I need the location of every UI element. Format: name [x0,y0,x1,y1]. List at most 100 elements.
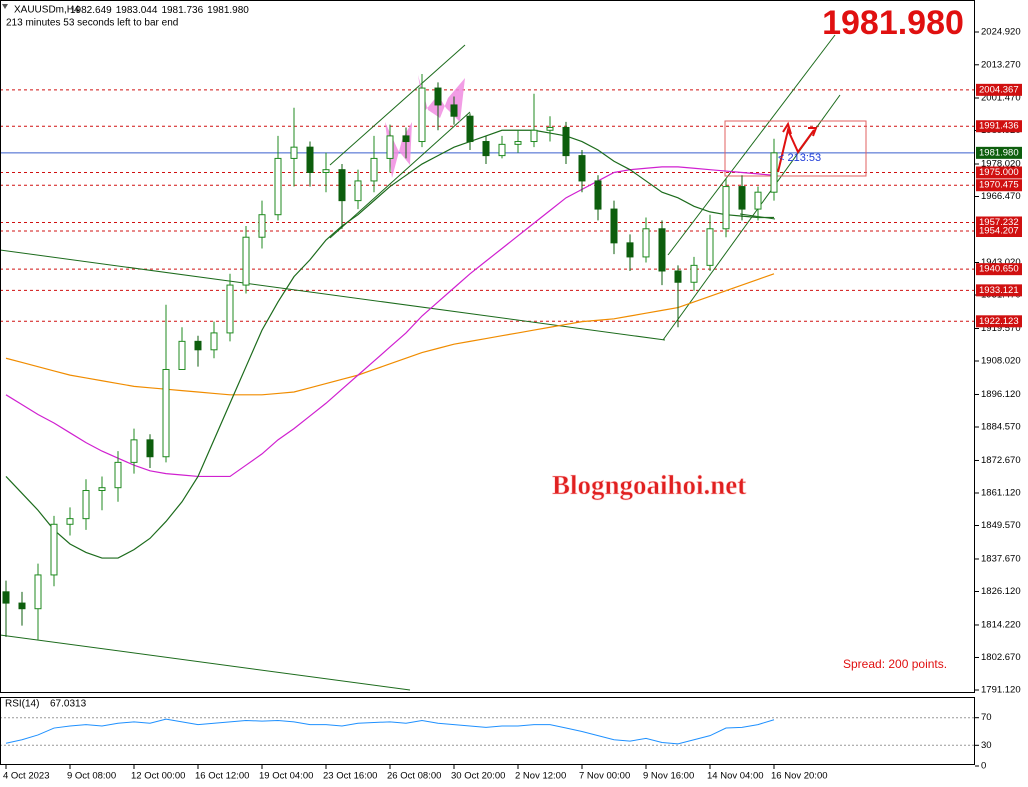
candle-body [18,602,26,610]
y-tick-label: 1814.220 [981,619,1021,630]
level-label-bg [976,315,1022,328]
y-tick-label: 1849.570 [981,520,1021,531]
candle-body [562,126,570,157]
candle-body [274,157,282,216]
candle-body [578,155,586,182]
x-tick-label: 2 Nov 12:00 [515,771,566,782]
candle-body [674,270,682,283]
candle-body [642,228,650,258]
candle-body [66,518,74,525]
candle-body [546,126,554,131]
candle-body [50,523,58,576]
zone-box [724,120,867,177]
chart-title: 1981.980 [822,4,964,42]
candle-body [146,439,154,458]
candle-body [418,87,426,143]
candle-body [226,284,234,334]
level-label: 1940.650 [979,264,1019,275]
candle-body [402,135,410,143]
rsi-label: RSI(14) [5,699,39,710]
x-tick-label: 9 Oct 08:00 [67,771,116,782]
x-tick-label: 9 Nov 16:00 [643,771,694,782]
candle-body [626,242,634,258]
y-tick-label: 2013.270 [981,59,1021,70]
level-label: 1981.980 [979,147,1019,158]
y-tick-label: 1896.120 [981,389,1021,400]
countdown-short: < 213:53 [778,152,821,164]
candle-body [386,135,394,159]
arrow-head [782,121,792,135]
rsi-line [5,718,775,745]
level-label: 1922.123 [979,316,1019,327]
candle-body [98,487,106,492]
candle-body [354,180,362,202]
candle-body [594,180,602,210]
level-label: 1957.232 [979,217,1019,228]
candle-body [338,169,346,202]
candle-body [690,264,698,283]
candle-body [498,143,506,157]
channel-line [329,44,466,166]
level-label-bg [976,263,1022,276]
rsi-tick-label: 70 [981,712,992,723]
candle-body [34,574,42,610]
trend-line [0,249,666,341]
level-label-bg [976,83,1022,96]
candle-body [770,152,778,193]
header-price: 1981.980 [207,5,249,16]
countdown: 213 minutes 53 seconds left to bar end [6,18,178,29]
candle-body [434,87,442,106]
level-label-bg [976,225,1022,238]
candle-body [754,191,762,210]
candle-body [290,146,298,159]
watermark: Blogngoaihoi.net [552,470,746,500]
spread: Spread: 200 points. [843,657,947,671]
x-tick-label: 30 Oct 20:00 [451,771,505,782]
level-label: 1991.436 [979,121,1019,132]
axes-layer: 2024.9202013.2702001.4701989.9201978.020… [3,27,1022,782]
y-tick-label: 1802.670 [981,652,1021,663]
level-label: 1970.475 [979,180,1019,191]
y-tick-label: 1791.120 [981,685,1021,696]
channel-line [329,111,471,239]
channel-line [667,34,836,256]
x-tick-label: 16 Oct 12:00 [195,771,249,782]
y-tick-label: 1943.020 [981,257,1021,268]
header-price: 1983.044 [116,5,158,16]
candle-body [162,368,170,458]
header-price: 1982.649 [70,5,112,16]
menu-icon [2,4,8,9]
candle-body [450,104,458,117]
candle-body [130,439,138,463]
y-tick-label: 2024.920 [981,27,1021,38]
level-label: 2004.367 [979,84,1019,95]
header-price: 1981.736 [161,5,203,16]
y-tick-label: 1919.570 [981,323,1021,334]
symbol-header: XAUUSDm,H4 [14,5,80,16]
indicators-layer [0,129,975,746]
candle-body [242,236,250,286]
rsi-tick-label: 30 [981,740,992,751]
candle-body [738,186,746,210]
x-tick-label: 14 Nov 04:00 [707,771,764,782]
candle-body [82,490,90,520]
candle-body [530,129,538,143]
candle-body [610,208,618,244]
x-tick-label: 16 Nov 20:00 [771,771,828,782]
candle-body [306,146,314,173]
level-label-bg [976,166,1022,179]
candle-body [722,186,730,230]
candle-body [466,115,474,143]
y-tick-label: 1837.670 [981,553,1021,564]
y-tick-label: 1884.570 [981,422,1021,433]
candle-body [322,169,330,173]
x-tick-label: 12 Oct 00:00 [131,771,185,782]
y-tick-label: 1861.120 [981,488,1021,499]
y-tick-label: 1872.670 [981,455,1021,466]
y-tick-label: 1908.020 [981,356,1021,367]
candle-body [514,141,522,145]
candle-body [178,340,186,370]
x-tick-label: 7 Nov 00:00 [579,771,630,782]
x-tick-label: 4 Oct 2023 [3,771,49,782]
